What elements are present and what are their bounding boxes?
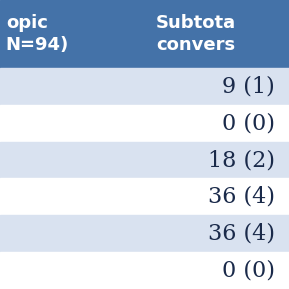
Bar: [0, 68, 289, 105]
Text: 36 (4): 36 (4): [208, 186, 275, 208]
Bar: [0, 178, 289, 215]
Bar: [0, 142, 289, 178]
Bar: [0, 215, 289, 252]
Text: opic
N=94): opic N=94): [6, 14, 69, 54]
Text: 0 (0): 0 (0): [222, 260, 275, 281]
Text: Subtota
convers: Subtota convers: [156, 14, 236, 54]
Bar: [0, 252, 289, 289]
Text: 9 (1): 9 (1): [222, 75, 275, 97]
Bar: [0, 0, 289, 68]
Text: 36 (4): 36 (4): [208, 223, 275, 245]
Text: 0 (0): 0 (0): [222, 112, 275, 134]
Bar: [0, 105, 289, 142]
Text: 18 (2): 18 (2): [208, 149, 275, 171]
